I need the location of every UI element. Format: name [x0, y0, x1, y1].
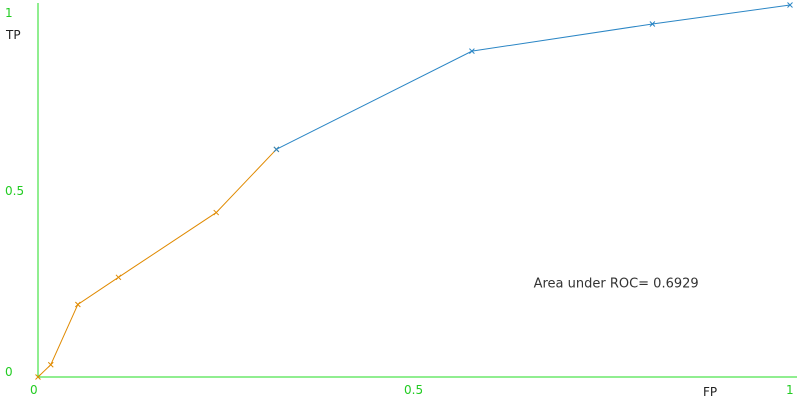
data-point-marker: [75, 301, 81, 308]
x-tick-label: 0.5: [404, 383, 423, 397]
y-tick-label: 0: [5, 365, 13, 379]
series-line-1: [276, 4, 791, 150]
series-group: [35, 2, 793, 380]
data-point-marker: [787, 2, 793, 8]
data-point-marker: [469, 48, 475, 54]
data-point-marker: [47, 361, 54, 368]
data-point-marker: [35, 374, 41, 380]
y-axis-title: TP: [5, 28, 21, 42]
data-point-marker: [273, 146, 280, 153]
x-tick-label: 1: [786, 383, 794, 397]
auc-annotation: Area under ROC= 0.6929: [534, 277, 699, 292]
y-tick-label: 0.5: [5, 184, 24, 198]
data-point-marker: [213, 209, 220, 216]
y-tick-label: 1: [5, 6, 13, 20]
data-point-marker: [649, 21, 656, 27]
x-tick-label: 0: [30, 383, 38, 397]
x-tick-labels: 0 0.5 1: [30, 383, 794, 397]
data-point-marker: [115, 274, 122, 281]
x-axis-title: FP: [703, 385, 717, 399]
series-line-0: [37, 148, 277, 378]
y-tick-labels: 00.51: [5, 6, 24, 379]
